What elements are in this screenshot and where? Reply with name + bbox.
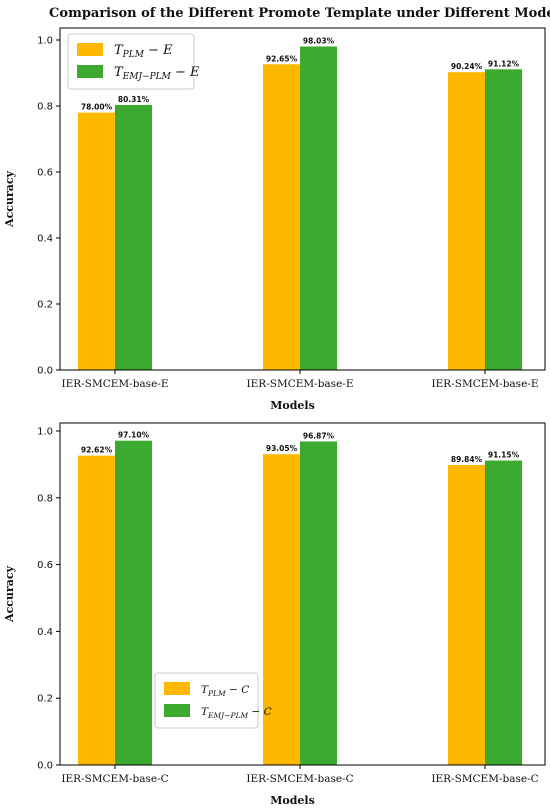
x-tick-label: IER-SMCEM-base-E (61, 378, 168, 390)
bar-plm-3 (448, 72, 485, 370)
bar-plm-2 (263, 454, 300, 765)
y-tick-label: 0.6 (37, 560, 53, 571)
y-tick-label: 0.0 (37, 761, 53, 772)
y-tick-label: 0.2 (37, 694, 53, 705)
y-axis-label: Accuracy (3, 170, 16, 228)
x-axis-label: Models (270, 399, 315, 412)
data-label: 93.05% (266, 444, 298, 453)
data-label: 91.12% (488, 59, 520, 68)
data-label: 98.03% (303, 37, 335, 46)
bar-emj-plm-1 (115, 105, 152, 370)
chart-panel-bottom: 92.62% 93.05% 89.84% 97.10% 96.87% 91.15% 0.0 0… (3, 423, 545, 807)
data-label: 96.87% (303, 431, 335, 440)
y-tick-label: 0.6 (37, 168, 53, 179)
x-tick-label: IER-SMCEM-base-C (61, 773, 168, 785)
data-label: 92.62% (81, 446, 113, 455)
legend-swatch (164, 704, 190, 717)
bar-emj-plm-2 (300, 441, 337, 765)
bar-plm-1 (78, 456, 115, 765)
x-tick-label: IER-SMCEM-base-E (246, 378, 353, 390)
bar-emj-plm-1 (115, 441, 152, 765)
x-axis-label: Models (270, 794, 315, 807)
y-tick-label: 0.2 (37, 300, 53, 311)
bar-emj-plm-2 (300, 47, 337, 370)
bar-emj-plm-3 (485, 461, 522, 765)
y-tick-label: 0.0 (37, 366, 53, 377)
y-tick-label: 0.8 (37, 493, 53, 504)
data-label: 89.84% (451, 455, 483, 464)
legend-swatch (77, 65, 103, 78)
bar-plm-2 (263, 64, 300, 370)
bar-plm-3 (448, 465, 485, 765)
data-label: 80.31% (118, 95, 150, 104)
data-label: 90.24% (451, 62, 483, 71)
data-label: 78.00% (81, 103, 113, 112)
data-label: 91.15% (488, 451, 520, 460)
data-label: 92.65% (266, 54, 298, 63)
legend-swatch (77, 43, 103, 56)
y-tick-label: 0.8 (37, 102, 53, 113)
x-tick-label: IER-SMCEM-base-C (246, 773, 353, 785)
x-tick-label: IER-SMCEM-base-E (431, 378, 538, 390)
bar-emj-plm-3 (485, 69, 522, 370)
bar-plm-1 (78, 113, 115, 370)
chart-title: Comparison of the Different Promote Temp… (49, 6, 550, 21)
y-tick-label: 0.4 (37, 234, 53, 245)
y-tick-label: 1.0 (37, 36, 53, 47)
chart-panel-top: 78.00% 92.65% 90.24% 80.31% 98.03% 91.12% 0.0 0… (3, 28, 545, 412)
y-tick-label: 0.4 (37, 627, 53, 638)
y-axis-label: Accuracy (3, 565, 16, 623)
x-tick-label: IER-SMCEM-base-C (431, 773, 538, 785)
y-tick-label: 1.0 (37, 427, 53, 438)
data-label: 97.10% (118, 431, 150, 440)
legend-swatch (164, 682, 190, 695)
